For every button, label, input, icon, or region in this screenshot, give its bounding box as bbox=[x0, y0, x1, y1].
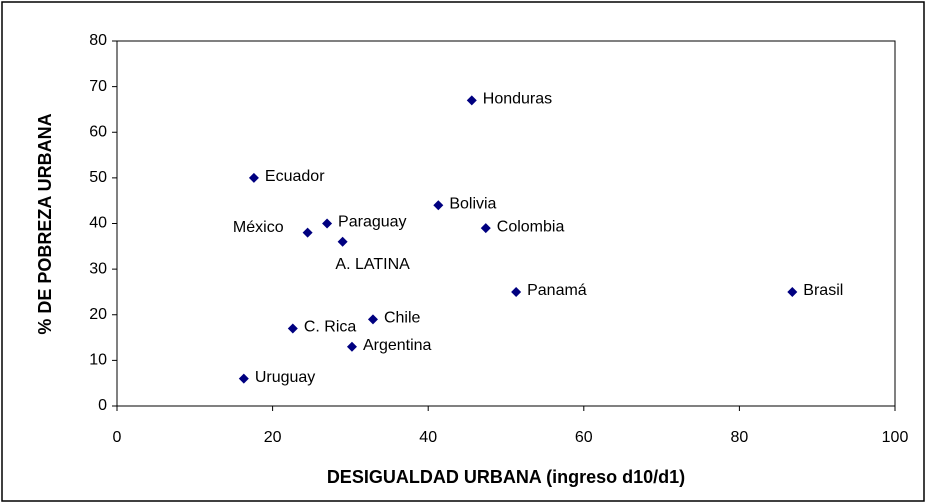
point-label: A. LATINA bbox=[335, 256, 410, 273]
data-point bbox=[322, 218, 333, 229]
data-point bbox=[248, 172, 259, 183]
plot-area bbox=[116, 40, 896, 407]
point-label: Colombia bbox=[497, 218, 565, 235]
point-label: Bolivia bbox=[449, 195, 496, 212]
point-label: Paraguay bbox=[338, 214, 407, 231]
x-tick-label: 20 bbox=[264, 429, 282, 446]
x-tick-label: 40 bbox=[419, 429, 437, 446]
y-tick-label: 0 bbox=[98, 397, 107, 414]
data-point bbox=[337, 236, 348, 247]
point-label: Panamá bbox=[527, 282, 587, 299]
point-label: México bbox=[233, 219, 284, 236]
data-point bbox=[346, 341, 357, 352]
y-tick-label: 60 bbox=[89, 123, 107, 140]
point-label: C. Rica bbox=[304, 319, 357, 336]
x-tick-label: 0 bbox=[113, 429, 122, 446]
y-tick-label: 50 bbox=[89, 169, 107, 186]
data-point bbox=[287, 323, 298, 334]
point-label: Ecuador bbox=[265, 168, 325, 185]
x-axis-title: DESIGUALDAD URBANA (ingreso d10/d1) bbox=[327, 467, 685, 487]
point-label: Honduras bbox=[483, 91, 552, 108]
data-point bbox=[302, 227, 313, 238]
point-label: Brasil bbox=[803, 282, 843, 299]
y-tick-label: 80 bbox=[89, 32, 107, 49]
data-point bbox=[433, 200, 444, 211]
point-label: Chile bbox=[384, 310, 421, 327]
y-tick-label: 30 bbox=[89, 260, 107, 277]
x-tick-label: 60 bbox=[575, 429, 593, 446]
x-tick-label: 80 bbox=[731, 429, 749, 446]
y-tick-label: 10 bbox=[89, 352, 107, 369]
data-point bbox=[787, 286, 798, 297]
data-point bbox=[367, 314, 378, 325]
data-point bbox=[511, 286, 522, 297]
data-point bbox=[238, 373, 249, 384]
y-tick-label: 70 bbox=[89, 78, 107, 95]
data-point bbox=[466, 95, 477, 106]
y-tick-label: 20 bbox=[89, 306, 107, 323]
data-point bbox=[480, 223, 491, 234]
x-tick-label: 100 bbox=[882, 429, 909, 446]
point-label: Uruguay bbox=[255, 369, 315, 386]
point-label: Argentina bbox=[363, 337, 432, 354]
y-axis-title: % DE POBREZA URBANA bbox=[35, 113, 55, 334]
y-tick-label: 40 bbox=[89, 215, 107, 232]
